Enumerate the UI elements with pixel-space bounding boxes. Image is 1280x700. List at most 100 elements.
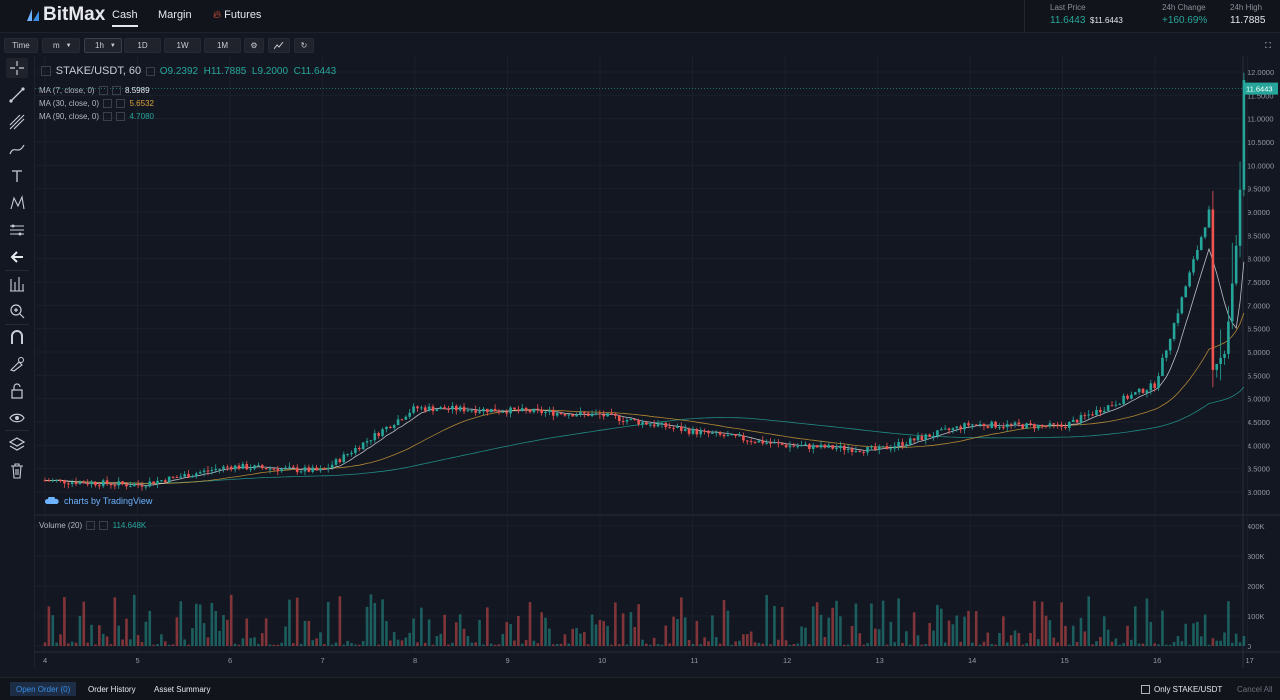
volume-bar	[466, 636, 470, 646]
candle-body	[1242, 80, 1246, 190]
only-pair-checkbox[interactable]: Only STAKE/USDT	[1141, 682, 1222, 696]
pattern-icon[interactable]	[6, 193, 28, 213]
volume-settings-icon[interactable]	[86, 521, 96, 531]
back-arrow-icon[interactable]	[6, 247, 28, 267]
trash-icon[interactable]	[6, 461, 28, 481]
candle-body	[544, 411, 547, 414]
candle-body	[831, 445, 834, 449]
lock-drawing-icon[interactable]	[6, 354, 28, 374]
volume-bar	[70, 641, 74, 646]
brush-icon[interactable]	[6, 139, 28, 159]
ma30-settings-icon[interactable]	[103, 99, 113, 109]
candle-body	[1211, 209, 1215, 370]
layers-icon[interactable]	[6, 434, 28, 454]
price-tick-label: 8.0000	[1247, 255, 1270, 264]
volume-bar	[939, 608, 943, 646]
candle-body	[1052, 423, 1056, 425]
nav-futures[interactable]: 🔥︎ Futures	[213, 9, 262, 21]
minute-select[interactable]: m ▼	[42, 38, 80, 53]
volume-bar	[633, 626, 637, 646]
candle-body	[551, 410, 555, 416]
volume-bar	[195, 603, 198, 646]
candle-body	[63, 479, 66, 484]
volume-bar	[982, 641, 986, 646]
ma7-settings-icon[interactable]	[98, 86, 108, 96]
volume-bar	[1230, 642, 1234, 646]
volume-bar	[967, 610, 970, 646]
ma7-close-icon[interactable]	[111, 86, 121, 96]
magnet-icon[interactable]	[6, 327, 28, 347]
volume-bar	[986, 632, 990, 646]
tab-order-history[interactable]: Order History	[88, 684, 136, 694]
interval-select[interactable]: 1h ▼	[84, 38, 122, 53]
replay-icon[interactable]: ↻	[294, 38, 314, 53]
ohlc-close-label: C	[293, 66, 301, 77]
volume-bar	[1091, 644, 1094, 646]
tradingview-badge[interactable]: charts by TradingView	[45, 496, 152, 506]
volume-bar	[59, 634, 62, 646]
candle-body	[1091, 414, 1094, 416]
tab-asset-summary[interactable]: Asset Summary	[154, 684, 211, 694]
pitchfork-icon[interactable]	[6, 112, 28, 132]
text-icon[interactable]	[6, 166, 28, 186]
interval-1d-button[interactable]: 1D	[124, 38, 161, 53]
volume-bar	[726, 610, 730, 646]
candle-body	[738, 435, 741, 437]
volume-bar	[206, 637, 210, 646]
candle-body	[722, 434, 726, 437]
ma90-settings-icon[interactable]	[103, 112, 113, 122]
volume-bar	[94, 644, 97, 646]
zoom-icon[interactable]	[6, 301, 28, 321]
volume-bar	[548, 628, 551, 646]
volume-bar	[590, 614, 594, 646]
symbol-visibility-icon[interactable]	[145, 66, 155, 76]
cancel-all-button[interactable]: Cancel All	[1237, 684, 1273, 694]
volume-bar	[777, 639, 780, 646]
date-tick-label: 6	[228, 656, 232, 665]
candle-body	[113, 485, 117, 487]
brand-logo[interactable]: BitMax	[26, 4, 105, 26]
nav-margin[interactable]: Margin	[158, 9, 192, 21]
interval-1w-button[interactable]: 1W	[164, 38, 201, 53]
volume-bar	[517, 616, 520, 646]
candle-body	[121, 481, 124, 484]
unlock-icon[interactable]	[6, 381, 28, 401]
tab-open-order[interactable]: Open Order (0)	[10, 682, 77, 696]
eye-icon[interactable]	[6, 408, 28, 428]
candle-body	[513, 407, 516, 410]
ruler-icon[interactable]	[6, 274, 28, 294]
candle-body	[594, 413, 598, 415]
interval-1m-button[interactable]: 1M	[204, 38, 241, 53]
volume-bar	[625, 644, 629, 646]
measure-icon[interactable]	[6, 220, 28, 240]
candle-body	[125, 483, 128, 487]
candle-body	[835, 448, 838, 450]
candle-body	[769, 442, 772, 444]
chart-type-icon[interactable]	[268, 38, 290, 53]
candle-body	[427, 406, 431, 411]
symbol-settings-icon[interactable]	[41, 66, 51, 77]
ma30-close-icon[interactable]	[116, 99, 126, 109]
candle-body	[602, 414, 606, 417]
price-chart[interactable]: 12.0000 11.5000 11.0000 10.5000 10.0000 9.500…	[35, 56, 1280, 668]
volume-bar	[1207, 644, 1211, 646]
ma90-close-icon[interactable]	[116, 112, 126, 122]
volume-bar	[586, 644, 590, 646]
candle-body	[1005, 423, 1009, 428]
volume-close-icon[interactable]	[99, 521, 109, 531]
volume-bar	[412, 618, 415, 646]
fullscreen-icon[interactable]: ⛶	[1265, 40, 1271, 50]
gear-icon[interactable]: ⚙	[244, 38, 264, 53]
volume-bar	[1219, 640, 1222, 646]
crosshair-icon[interactable]	[6, 58, 28, 78]
candle-body	[1238, 189, 1242, 246]
candle-body	[742, 435, 745, 441]
chart-area[interactable]: 12.0000 11.5000 11.0000 10.5000 10.0000 9.500…	[35, 56, 1280, 668]
trend-line-icon[interactable]	[6, 85, 28, 105]
candle-body	[1017, 422, 1021, 425]
time-button[interactable]: Time	[4, 38, 38, 53]
volume-bar	[621, 613, 625, 646]
nav-cash[interactable]: Cash	[112, 9, 138, 27]
volume-bar	[175, 617, 179, 646]
volume-bar	[474, 642, 477, 646]
